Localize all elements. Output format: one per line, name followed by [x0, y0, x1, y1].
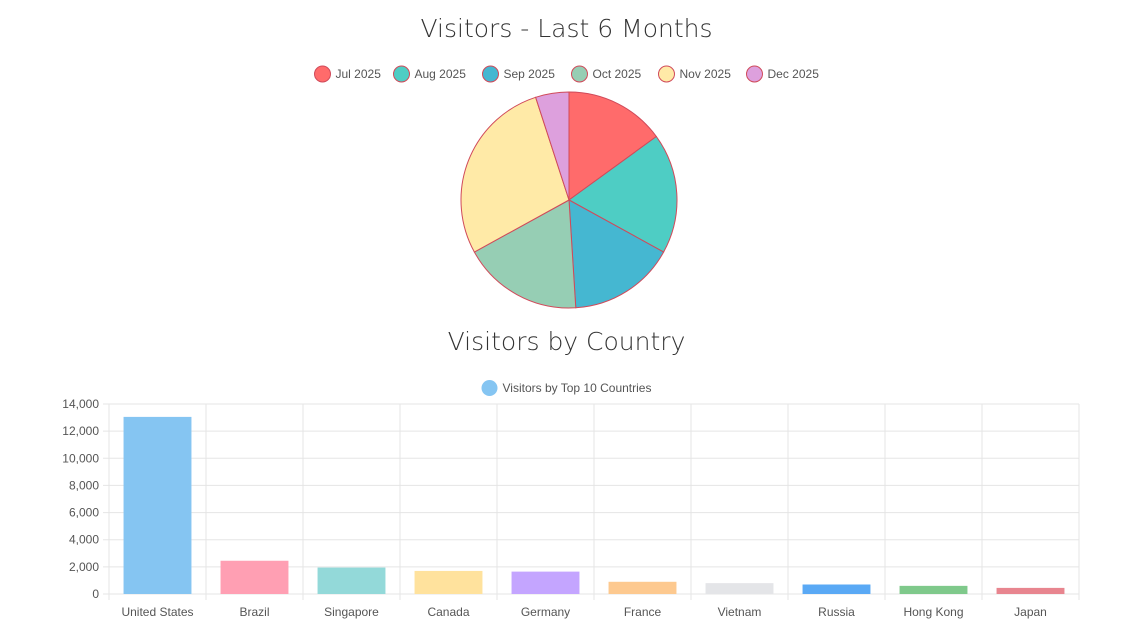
y-tick-label: 8,000	[69, 478, 99, 492]
bar-hong-kong[interactable]	[899, 585, 968, 594]
x-tick-label-united-states: United States	[121, 605, 193, 619]
pie-legend-swatch-nov-2025[interactable]	[658, 65, 675, 83]
pie-chart-title: Visitors - Last 6 Months	[420, 14, 713, 43]
x-tick-label-japan: Japan	[1014, 605, 1047, 619]
y-tick-label: 14,000	[62, 397, 99, 411]
pie-legend-swatch-jul-2025[interactable]	[314, 65, 331, 83]
x-tick-label-germany: Germany	[521, 605, 570, 619]
bar-chart-title: Visitors by Country	[447, 327, 686, 356]
y-tick-label: 4,000	[69, 533, 99, 547]
x-tick-label-russia: Russia	[818, 605, 855, 619]
bar-chart: Visitors by Top 10 Countries 0 2,000 4,000…	[62, 380, 1080, 619]
pie-slice-dec-2025[interactable]	[534, 91, 570, 201]
pie-legend-label-aug-2025[interactable]: Aug 2025	[415, 67, 467, 81]
bar-singapore[interactable]	[317, 567, 386, 594]
x-tick-label-vietnam: Vietnam	[718, 605, 762, 619]
pie-slice-aug-2025[interactable]	[568, 135, 678, 253]
pie-legend-swatch-oct-2025[interactable]	[571, 65, 588, 83]
pie-chart: Jul 2025 Aug 2025 Sep 2025 Oct 2025 Nov 2025…	[314, 65, 820, 309]
y-tick-label: 6,000	[69, 506, 99, 520]
pie-legend-swatch-sep-2025[interactable]	[482, 65, 499, 83]
pie-slice-sep-2025[interactable]	[568, 199, 665, 309]
x-tick-label-brazil: Brazil	[239, 605, 269, 619]
pie-slice-oct-2025[interactable]	[473, 199, 577, 309]
x-tick-label-france: France	[624, 605, 662, 619]
bar-canada[interactable]	[414, 570, 483, 594]
pie-legend-label-dec-2025[interactable]: Dec 2025	[768, 67, 820, 81]
bar-brazil[interactable]	[220, 560, 289, 594]
bar-vietnam[interactable]	[705, 583, 774, 594]
y-tick-label: 10,000	[62, 451, 99, 465]
pie-legend-label-sep-2025[interactable]: Sep 2025	[504, 67, 556, 81]
pie-slice-nov-2025[interactable]	[460, 96, 570, 253]
pie-slice-jul-2025[interactable]	[568, 91, 658, 201]
pie-legend-label-nov-2025[interactable]: Nov 2025	[680, 67, 732, 81]
pie-legend-swatch-aug-2025[interactable]	[393, 65, 410, 83]
bar-legend-swatch[interactable]	[481, 380, 498, 396]
bar-united-states[interactable]	[123, 416, 192, 594]
bar-japan[interactable]	[996, 587, 1065, 594]
bar-germany[interactable]	[511, 571, 580, 594]
y-tick-label: 0	[92, 587, 99, 601]
y-tick-label: 2,000	[69, 560, 99, 574]
bar-legend-label[interactable]: Visitors by Top 10 Countries	[503, 381, 652, 395]
x-tick-label-canada: Canada	[427, 605, 469, 619]
bar-russia[interactable]	[802, 584, 871, 595]
y-tick-label: 12,000	[62, 424, 99, 438]
x-tick-label-hong-kong: Hong Kong	[903, 605, 963, 619]
bar-france[interactable]	[608, 581, 677, 594]
pie-legend-label-oct-2025[interactable]: Oct 2025	[593, 67, 642, 81]
pie-legend-label-jul-2025[interactable]: Jul 2025	[336, 67, 382, 81]
pie-legend-swatch-dec-2025[interactable]	[746, 65, 763, 83]
x-tick-label-singapore: Singapore	[324, 605, 379, 619]
